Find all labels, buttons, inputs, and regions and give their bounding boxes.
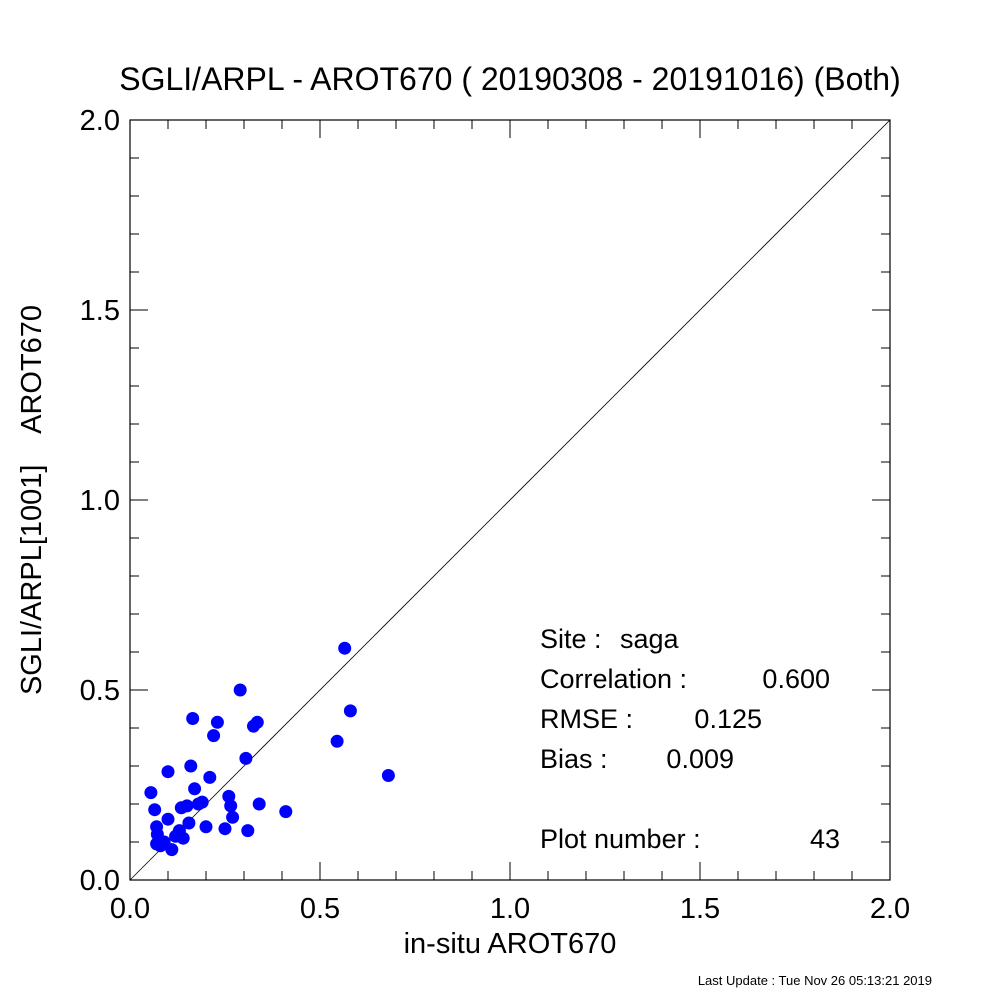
bias-value: 0.009 — [666, 744, 734, 774]
x-tick-label: 1.5 — [680, 893, 720, 925]
y-tick-label: 0.0 — [80, 865, 120, 897]
y-tick-label: 1.0 — [80, 485, 120, 517]
data-point — [188, 782, 202, 796]
plot-number-label: Plot number : — [540, 824, 701, 854]
x-axis-tick-labels: 0.0 0.5 1.0 1.5 2.0 — [110, 893, 910, 925]
site-value: saga — [620, 624, 680, 654]
data-points — [144, 641, 395, 857]
data-point — [161, 812, 175, 826]
x-tick-label: 2.0 — [870, 893, 910, 925]
data-point — [184, 759, 198, 773]
data-point — [330, 734, 344, 748]
data-point — [199, 820, 213, 834]
plot-area — [129, 119, 891, 881]
data-point — [279, 805, 293, 819]
chart-title: SGLI/ARPL - AROT670 ( 20190308 - 2019101… — [119, 61, 900, 97]
x-axis-label: in-situ AROT670 — [404, 928, 617, 960]
rmse-value: 0.125 — [694, 704, 762, 734]
x-tick-label: 0.0 — [110, 893, 150, 925]
data-point — [203, 770, 217, 784]
one-to-one-line — [129, 119, 891, 881]
bias-label: Bias : — [540, 744, 608, 774]
data-point — [241, 824, 255, 838]
data-point — [218, 822, 232, 836]
data-point — [224, 799, 238, 813]
site-label: Site : — [540, 624, 602, 654]
y-tick-label: 0.5 — [80, 675, 120, 707]
data-point — [381, 769, 395, 782]
data-point — [250, 715, 264, 729]
data-point — [233, 683, 247, 697]
y-tick-label: 1.5 — [80, 295, 120, 327]
data-point — [176, 831, 190, 845]
data-point — [165, 843, 179, 857]
statistics-panel: Site : saga Correlation : 0.600 RMSE : 0… — [540, 624, 840, 854]
rmse-label: RMSE : — [540, 704, 633, 734]
x-tick-label: 1.0 — [490, 893, 530, 925]
axis-ticks — [130, 120, 890, 880]
data-point — [182, 816, 196, 830]
data-point — [186, 712, 200, 725]
data-point — [338, 641, 352, 655]
data-point — [207, 729, 221, 743]
correlation-value: 0.600 — [762, 664, 830, 694]
data-point — [195, 795, 209, 809]
data-point — [148, 803, 162, 817]
data-point — [252, 797, 266, 811]
y-axis-label: SGLI/ARPL[1001] AROT670 — [16, 305, 48, 695]
data-point — [144, 786, 158, 800]
correlation-label: Correlation : — [540, 664, 687, 694]
y-tick-label: 2.0 — [80, 105, 120, 137]
data-point — [226, 810, 240, 824]
data-point — [180, 799, 194, 813]
x-tick-label: 0.5 — [300, 893, 340, 925]
plot-number-value: 43 — [810, 824, 840, 854]
data-point — [161, 765, 175, 779]
data-point — [343, 704, 357, 718]
data-point — [239, 751, 253, 765]
y-axis-tick-labels: 0.0 0.5 1.0 1.5 2.0 — [80, 105, 120, 897]
data-point — [210, 715, 224, 729]
last-update-text: Last Update : Tue Nov 26 05:13:21 2019 — [698, 973, 932, 988]
